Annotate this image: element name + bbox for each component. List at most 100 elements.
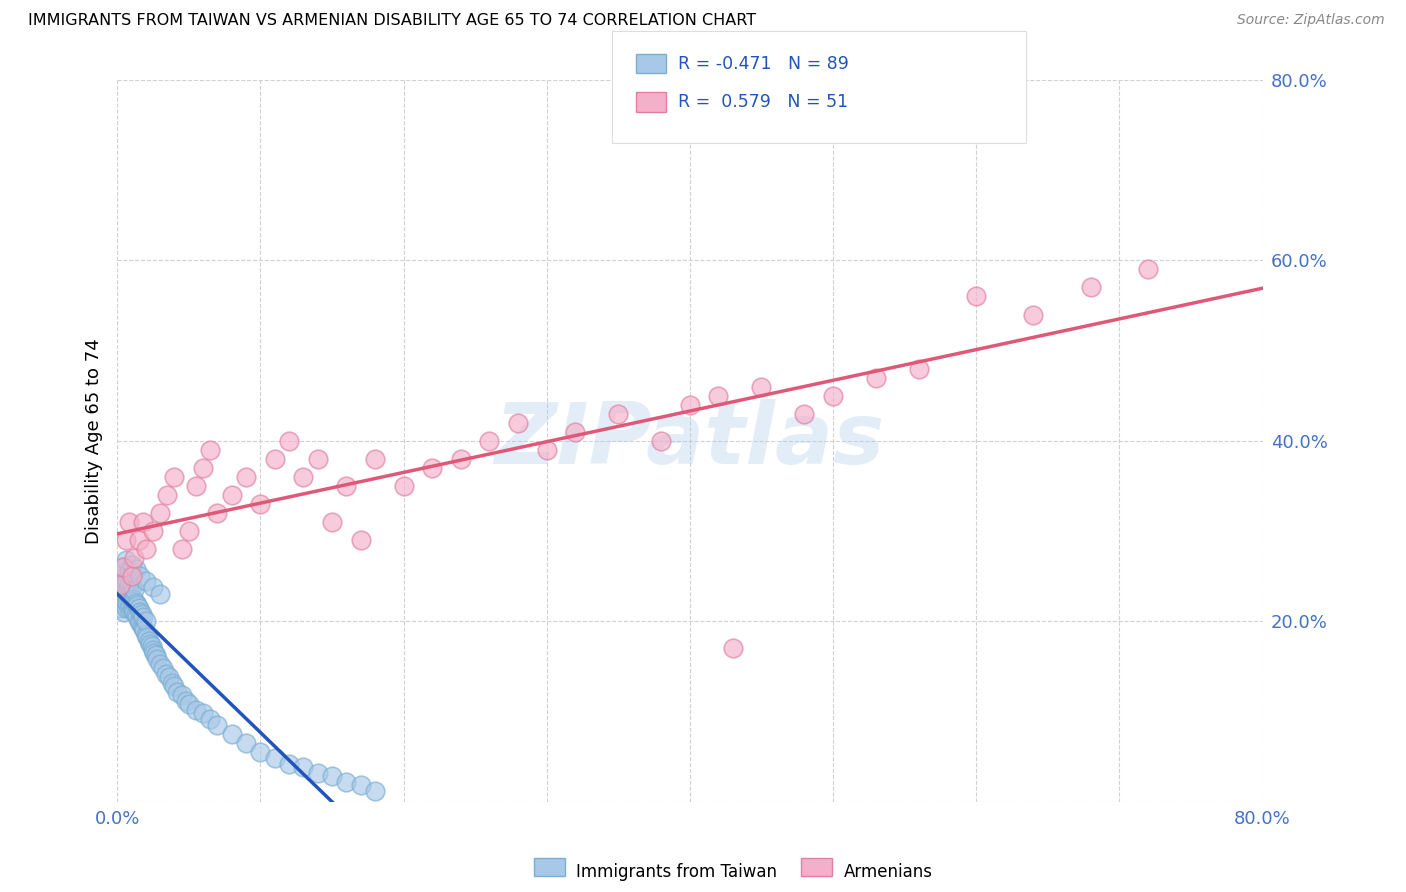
Point	[145, 648, 167, 663]
Point	[865, 370, 887, 384]
Point	[111, 560, 134, 574]
Point	[235, 736, 257, 750]
Point	[117, 578, 139, 592]
Point	[121, 600, 143, 615]
Point	[321, 515, 343, 529]
Point	[564, 425, 586, 439]
Point	[679, 398, 702, 412]
Point	[650, 434, 672, 448]
Point	[184, 479, 207, 493]
Point	[249, 497, 271, 511]
Point	[149, 657, 172, 672]
Point	[135, 628, 157, 642]
Point	[721, 641, 744, 656]
Point	[128, 600, 150, 615]
Point	[124, 582, 146, 597]
Point	[235, 470, 257, 484]
Point	[364, 451, 387, 466]
Point	[170, 542, 193, 557]
Point	[129, 569, 152, 583]
Point	[200, 712, 222, 726]
Point	[120, 587, 142, 601]
Point	[117, 600, 139, 615]
Point	[335, 479, 357, 493]
Point	[108, 591, 131, 606]
Point	[114, 533, 136, 547]
Point	[751, 379, 773, 393]
Point	[122, 603, 145, 617]
Point	[821, 389, 844, 403]
Point	[335, 774, 357, 789]
Point	[132, 622, 155, 636]
Point	[221, 488, 243, 502]
Point	[321, 769, 343, 783]
Point	[139, 637, 162, 651]
Point	[707, 389, 730, 403]
Point	[117, 515, 139, 529]
Point	[908, 361, 931, 376]
Point	[112, 591, 135, 606]
Point	[141, 640, 163, 654]
Point	[166, 684, 188, 698]
Point	[278, 434, 301, 448]
Point	[221, 727, 243, 741]
Point	[160, 675, 183, 690]
Point	[177, 697, 200, 711]
Point	[142, 643, 165, 657]
Point	[450, 451, 472, 466]
Point	[156, 488, 179, 502]
Point	[117, 589, 139, 603]
Point	[292, 760, 315, 774]
Point	[149, 506, 172, 520]
Point	[121, 580, 143, 594]
Point	[307, 451, 329, 466]
Point	[128, 614, 150, 628]
Point	[1022, 308, 1045, 322]
Point	[134, 624, 156, 638]
Point	[111, 571, 134, 585]
Point	[127, 609, 149, 624]
Point	[1136, 262, 1159, 277]
Point	[478, 434, 501, 448]
Point	[536, 442, 558, 457]
Point	[263, 451, 285, 466]
Point	[143, 646, 166, 660]
Point	[112, 605, 135, 619]
Point	[117, 565, 139, 579]
Point	[207, 718, 229, 732]
Point	[125, 607, 148, 621]
Point	[121, 558, 143, 573]
Point	[142, 524, 165, 538]
Point	[135, 542, 157, 557]
Point	[108, 574, 131, 588]
Point	[111, 596, 134, 610]
Point	[506, 416, 529, 430]
Point	[136, 631, 159, 645]
Point	[184, 703, 207, 717]
Point	[111, 582, 134, 597]
Point	[263, 751, 285, 765]
Point	[124, 594, 146, 608]
Point	[177, 524, 200, 538]
Text: IMMIGRANTS FROM TAIWAN VS ARMENIAN DISABILITY AGE 65 TO 74 CORRELATION CHART: IMMIGRANTS FROM TAIWAN VS ARMENIAN DISAB…	[28, 13, 756, 29]
Point	[965, 289, 987, 303]
Point	[200, 442, 222, 457]
Point	[131, 607, 153, 621]
Point	[115, 584, 138, 599]
Point	[155, 666, 177, 681]
Point	[278, 756, 301, 771]
Text: Armenians: Armenians	[844, 863, 932, 881]
Text: R = -0.471   N = 89: R = -0.471 N = 89	[678, 54, 849, 72]
Point	[121, 591, 143, 606]
Point	[124, 605, 146, 619]
Point	[174, 693, 197, 707]
Point	[110, 569, 132, 583]
Point	[392, 479, 415, 493]
Point	[122, 591, 145, 606]
Point	[110, 600, 132, 615]
Point	[142, 580, 165, 594]
Point	[132, 609, 155, 624]
Point	[249, 745, 271, 759]
Point	[124, 551, 146, 566]
Point	[114, 589, 136, 603]
